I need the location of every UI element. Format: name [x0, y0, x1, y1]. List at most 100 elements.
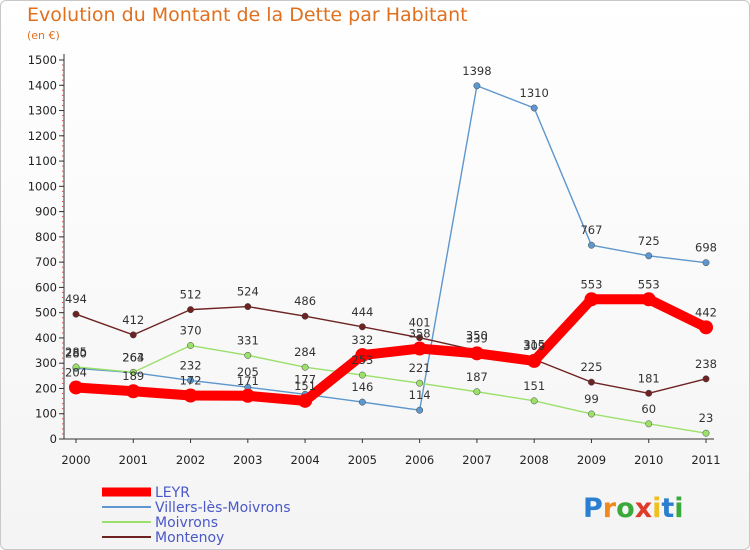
series-line-montenoy — [75, 305, 707, 394]
logo-letter: o — [616, 493, 635, 524]
data-label-moivrons: 60 — [641, 402, 656, 416]
x-tick-label: 2006 — [405, 453, 434, 467]
data-label-leyr: 189 — [122, 369, 144, 383]
data-label-leyr: 339 — [466, 331, 488, 345]
data-point-moivrons — [244, 351, 252, 359]
data-point-montenoy — [645, 389, 653, 397]
logo-letter: i — [652, 493, 661, 524]
legend-label-moivrons: Moivrons — [155, 515, 218, 531]
axes: 0 100 200 300 400 500 600 700 800 900 1000 1100 1200… — [28, 53, 721, 467]
data-label-villers-les-moivrons: 146 — [351, 380, 373, 394]
data-point-leyr — [641, 292, 656, 307]
x-tick-label: 2004 — [290, 453, 319, 467]
data-point-moivrons — [301, 363, 309, 371]
data-point-leyr — [240, 388, 255, 403]
data-label-montenoy: 315 — [523, 337, 545, 351]
data-point-montenoy — [72, 310, 80, 318]
x-tick-label: 2009 — [577, 453, 606, 467]
data-label-moivrons: 284 — [294, 345, 316, 359]
x-tick-label: 2008 — [520, 453, 549, 467]
y-tick-label: 400 — [35, 331, 57, 345]
data-label-villers-les-moivrons: 205 — [237, 365, 259, 379]
data-point-moivrons — [72, 363, 80, 371]
data-point-moivrons — [702, 429, 710, 437]
data-label-leyr: 442 — [695, 305, 717, 319]
data-point-leyr — [183, 388, 198, 403]
logo-letter: P — [583, 493, 603, 524]
data-label-moivrons: 253 — [351, 353, 373, 367]
series-line-villers-les-moivrons — [75, 85, 707, 411]
data-label-moivrons: 99 — [584, 392, 599, 406]
data-label-moivrons: 370 — [180, 324, 202, 338]
data-label-montenoy: 512 — [180, 288, 202, 302]
legend-label-villers-les-moivrons: Villers-lès-Moivrons — [155, 500, 291, 516]
logo-letter: i — [674, 493, 683, 524]
data-point-villers-les-moivrons — [530, 104, 538, 112]
y-tick-label: 800 — [35, 230, 57, 244]
data-label-moivrons: 264 — [122, 350, 144, 364]
data-point-leyr — [126, 384, 141, 399]
data-label-leyr: 358 — [409, 327, 431, 341]
y-tick-label: 0 — [50, 432, 57, 446]
y-tick-label: 600 — [35, 280, 57, 294]
data-point-montenoy — [416, 334, 424, 342]
data-label-montenoy: 524 — [237, 285, 259, 299]
data-label-montenoy: 181 — [638, 371, 660, 385]
data-point-montenoy — [187, 306, 194, 314]
data-point-moivrons — [588, 410, 595, 418]
x-tick-label: 2000 — [61, 453, 90, 467]
data-label-moivrons: 187 — [466, 370, 488, 384]
x-tick-label: 2003 — [233, 453, 262, 467]
x-tick-label: 2001 — [119, 453, 148, 467]
data-label-moivrons: 285 — [65, 345, 87, 359]
data-label-moivrons: 23 — [699, 411, 714, 425]
data-point-moivrons — [358, 371, 366, 379]
data-point-montenoy — [588, 378, 595, 386]
data-point-moivrons — [187, 342, 194, 349]
logo-letter: r — [603, 493, 617, 524]
y-tick-label: 1300 — [28, 104, 57, 118]
data-label-montenoy: 486 — [294, 294, 316, 308]
data-point-moivrons — [129, 368, 137, 376]
data-point-villers-les-moivrons — [588, 241, 595, 249]
x-tick-label: 2002 — [176, 453, 205, 467]
y-tick-label: 700 — [35, 255, 57, 269]
data-point-villers-les-moivrons — [702, 259, 710, 267]
legend-label-leyr: LEYR — [155, 485, 190, 501]
data-point-leyr — [355, 348, 370, 363]
data-label-villers-les-moivrons: 767 — [580, 223, 602, 237]
series-group — [69, 82, 713, 437]
data-label-leyr: 151 — [294, 379, 316, 393]
data-point-leyr — [584, 292, 599, 307]
proxiti-logo: Proxiti — [583, 493, 684, 524]
data-point-montenoy — [702, 375, 710, 383]
x-tick-label: 2010 — [634, 453, 663, 467]
data-label-leyr: 171 — [237, 374, 259, 388]
x-tick-label: 2011 — [691, 453, 720, 467]
data-label-montenoy: 238 — [695, 357, 717, 371]
data-point-leyr — [298, 393, 313, 408]
data-point-villers-les-moivrons — [187, 376, 194, 384]
data-point-leyr — [69, 380, 83, 395]
data-label-moivrons: 331 — [237, 333, 259, 347]
data-label-leyr: 332 — [351, 333, 373, 347]
data-label-montenoy: 225 — [580, 360, 602, 374]
y-tick-label: 900 — [35, 205, 57, 219]
data-label-montenoy: 444 — [351, 305, 373, 319]
y-tick-label: 1400 — [28, 78, 57, 92]
data-label-montenoy: 350 — [466, 329, 488, 343]
data-label-villers-les-moivrons: 232 — [180, 358, 202, 372]
data-label-montenoy: 494 — [65, 292, 87, 306]
data-label-villers-les-moivrons: 725 — [638, 234, 660, 248]
data-label-villers-les-moivrons: 1398 — [462, 64, 491, 78]
data-point-villers-les-moivrons — [645, 252, 653, 260]
data-label-montenoy: 401 — [409, 316, 431, 330]
data-point-leyr — [469, 346, 484, 361]
data-point-moivrons — [416, 379, 424, 387]
data-label-moivrons: 221 — [409, 361, 431, 375]
y-tick-label: 500 — [35, 306, 57, 320]
data-point-montenoy — [244, 303, 252, 311]
legend-label-montenoy: Montenoy — [155, 530, 224, 546]
data-label-leyr: 553 — [638, 277, 660, 291]
